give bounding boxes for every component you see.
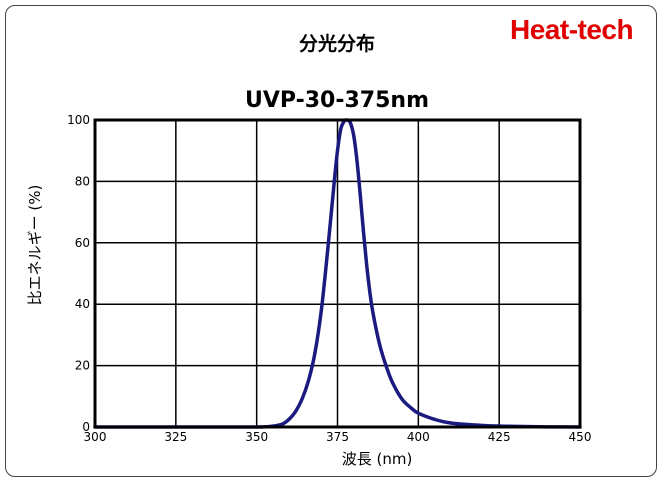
data-point [335,149,340,153]
data-point [377,342,382,346]
chart-frame [5,5,657,477]
x-tick-label: 300 [84,430,107,444]
data-point [280,422,285,426]
data-point [348,121,353,125]
x-tick-label: 350 [245,430,268,444]
data-point [410,406,414,411]
data-point [287,417,291,421]
data-point [300,397,304,401]
data-point [355,158,359,162]
data-point [371,311,375,316]
data-point [326,247,330,251]
data-point [358,192,362,196]
data-point [332,179,336,183]
data-point [319,308,323,312]
x-axis-label: 波長 (nm) [342,450,413,468]
data-point [361,228,365,233]
y-tick-label: 20 [75,359,90,373]
y-tick-label: 40 [75,297,90,311]
x-tick-label: 325 [164,430,187,444]
data-point [352,133,356,137]
brand-logo-text: Heat-tech [510,14,634,45]
x-tick-label: 375 [326,430,349,444]
y-tick-label: 0 [82,420,90,434]
x-tick-label: 400 [407,430,430,444]
data-point [339,127,343,131]
y-axis-label: 比エネルギー (%) [26,185,44,306]
x-tick-label: 450 [569,430,592,444]
y-tick-label: 100 [67,113,90,127]
data-point [365,262,369,266]
data-point [390,380,395,385]
data-point [416,411,420,415]
data-point [293,410,298,414]
plot-border [93,118,582,429]
chart-title: 分光分布 [299,32,375,55]
data-point [449,421,453,425]
data-point [400,397,404,401]
data-point [384,364,388,368]
data-point [306,379,310,383]
data-point [432,417,437,421]
tick-labels: 300 325 350 375 400 425 450 0 20 40 60 80 100 [67,113,591,444]
data-point [313,351,317,355]
x-tick-label: 425 [488,430,511,444]
y-tick-label: 80 [75,174,90,188]
data-point [368,290,372,294]
chart-subtitle: UVP-30-375nm [245,88,429,113]
y-tick-label: 60 [75,236,90,250]
